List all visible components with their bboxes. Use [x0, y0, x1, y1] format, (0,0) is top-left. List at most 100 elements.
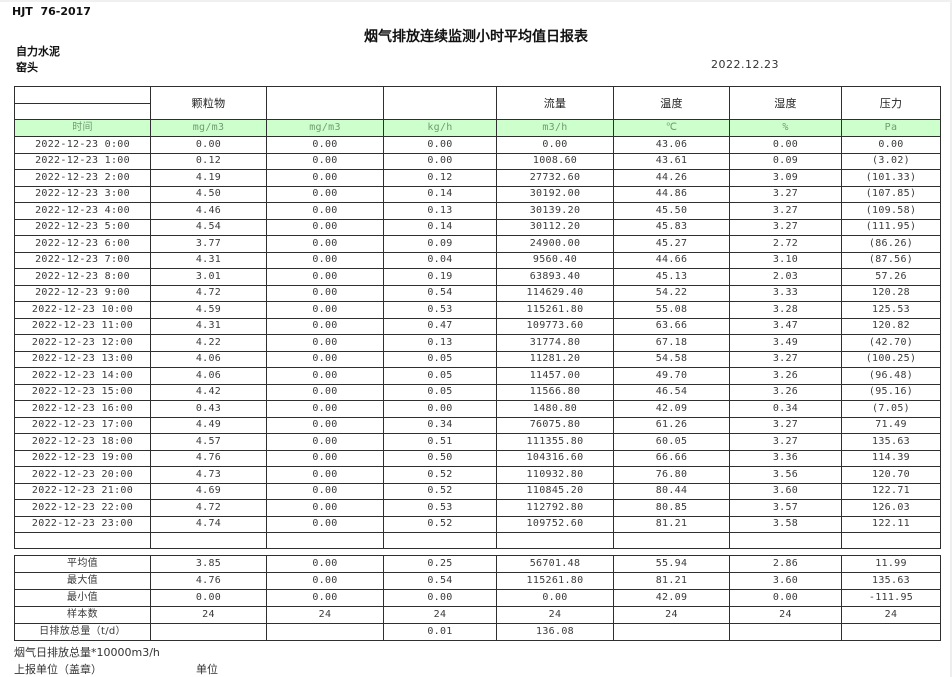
- time-cell: 2022-12-23 11:00: [14, 317, 151, 335]
- value-cell: 0.05: [383, 350, 497, 368]
- time-cell: 2022-12-23 3:00: [14, 185, 151, 203]
- value-cell: (107.85): [841, 185, 941, 203]
- time-cell: 2022-12-23 22:00: [14, 499, 151, 517]
- blank-cell: [266, 532, 384, 549]
- summary-label-cell: 最小值: [14, 589, 151, 607]
- value-cell: 9560.40: [496, 251, 614, 269]
- value-cell: 0.13: [383, 334, 497, 352]
- summary-label-cell: 最大值: [14, 572, 151, 590]
- value-cell: 3.49: [729, 334, 842, 352]
- unit-header-cell: m3/h: [496, 119, 614, 137]
- value-cell: 0.54: [383, 284, 497, 302]
- value-cell: 3.57: [729, 499, 842, 517]
- summary-value-cell: 3.60: [729, 572, 842, 590]
- time-cell: 2022-12-23 1:00: [14, 152, 151, 170]
- time-cell: 2022-12-23 7:00: [14, 251, 151, 269]
- blank-cell: [613, 532, 730, 549]
- value-cell: (101.33): [841, 169, 941, 187]
- value-cell: 4.54: [150, 218, 267, 236]
- value-cell: 120.28: [841, 284, 941, 302]
- units-header-row: 时间 mg/m3 mg/m3 kg/h m3/h ℃% Pa: [14, 119, 941, 137]
- summary-value-cell: [841, 623, 941, 641]
- time-cell: 2022-12-23 6:00: [14, 235, 151, 253]
- value-cell: (95.16): [841, 383, 941, 401]
- value-cell: 0.00: [266, 185, 384, 203]
- time-cell: 2022-12-23 15:00: [14, 383, 151, 401]
- table-row: 2022-12-23 4:00 4.46 0.00 0.13 30139.20 45.50…: [14, 202, 941, 220]
- value-cell: 112792.80: [496, 499, 614, 517]
- value-cell: 0.09: [729, 152, 842, 170]
- value-cell: (96.48): [841, 367, 941, 385]
- value-cell: 54.58: [613, 350, 730, 368]
- table-row: 2022-12-23 22:00 4.72 0.00 0.53 112792.80 80.…: [14, 499, 941, 517]
- column-group-header: 温度: [613, 86, 730, 120]
- value-cell: 2.72: [729, 235, 842, 253]
- time-cell: 2022-12-23 13:00: [14, 350, 151, 368]
- value-cell: 4.19: [150, 169, 267, 187]
- value-cell: 63.66: [613, 317, 730, 335]
- table-row: 2022-12-23 5:00 4.54 0.00 0.14 30112.20 45.83…: [14, 218, 941, 236]
- table-row: 2022-12-23 14:00 4.06 0.00 0.05 11457.00 49.7…: [14, 367, 941, 385]
- value-cell: (86.26): [841, 235, 941, 253]
- time-cell: 2022-12-23 5:00: [14, 218, 151, 236]
- time-header-blank-bottom: [14, 103, 151, 120]
- value-cell: 120.70: [841, 466, 941, 484]
- column-group-header: [383, 86, 497, 120]
- value-cell: 0.00: [266, 416, 384, 434]
- summary-value-cell: 24: [383, 606, 497, 624]
- value-cell: 115261.80: [496, 301, 614, 319]
- value-cell: 3.27: [729, 202, 842, 220]
- table-row: 2022-12-23 17:00 4.49 0.00 0.34 76075.80 61.2…: [14, 416, 941, 434]
- table-row: 2022-12-23 6:00 3.77 0.00 0.09 24900.00 45.27…: [14, 235, 941, 253]
- value-cell: 76.80: [613, 466, 730, 484]
- monitor-point-name: 窑头: [16, 61, 38, 74]
- summary-label-cell: 样本数: [14, 606, 151, 624]
- value-cell: 0.00: [383, 152, 497, 170]
- value-cell: 0.52: [383, 466, 497, 484]
- value-cell: 4.06: [150, 367, 267, 385]
- value-cell: 0.00: [266, 350, 384, 368]
- value-cell: 43.61: [613, 152, 730, 170]
- time-cell: 2022-12-23 20:00: [14, 466, 151, 484]
- value-cell: 80.85: [613, 499, 730, 517]
- value-cell: 30192.00: [496, 185, 614, 203]
- value-cell: 45.13: [613, 268, 730, 286]
- value-cell: 67.18: [613, 334, 730, 352]
- value-cell: 0.00: [729, 136, 842, 154]
- value-cell: 0.00: [383, 400, 497, 418]
- summary-value-cell: 0.00: [729, 589, 842, 607]
- time-cell: 2022-12-23 21:00: [14, 482, 151, 500]
- value-cell: 110845.20: [496, 482, 614, 500]
- value-cell: 0.47: [383, 317, 497, 335]
- value-cell: 55.08: [613, 301, 730, 319]
- value-cell: (109.58): [841, 202, 941, 220]
- value-cell: 4.74: [150, 515, 267, 533]
- table-row: 2022-12-23 20:00 4.73 0.00 0.52 110932.80 76.…: [14, 466, 941, 484]
- summary-label-cell: 日排放总量（t/d）: [14, 623, 151, 641]
- time-cell: 2022-12-23 0:00: [14, 136, 151, 154]
- summary-row: 最大值 4.76 0.00 0.54 115261.80 81.21 3.60 135.63: [14, 572, 941, 590]
- value-cell: 0.50: [383, 449, 497, 467]
- value-cell: 4.49: [150, 416, 267, 434]
- summary-value-cell: 2.86: [729, 555, 842, 573]
- value-cell: 111355.80: [496, 433, 614, 451]
- value-cell: 0.00: [383, 136, 497, 154]
- group-header-row: 颗粒物 流量 温度 湿度 压力: [14, 86, 941, 120]
- time-cell: 2022-12-23 10:00: [14, 301, 151, 319]
- value-cell: 122.71: [841, 482, 941, 500]
- value-cell: 3.60: [729, 482, 842, 500]
- unit-header-cell: kg/h: [383, 119, 497, 137]
- value-cell: 3.27: [729, 433, 842, 451]
- table-row: 2022-12-23 19:00 4.76 0.00 0.50 104316.60 66.…: [14, 449, 941, 467]
- value-cell: 3.33: [729, 284, 842, 302]
- value-cell: 4.59: [150, 301, 267, 319]
- value-cell: (87.56): [841, 251, 941, 269]
- value-cell: 0.04: [383, 251, 497, 269]
- report-date: 2022.12.23: [711, 58, 779, 71]
- value-cell: 0.00: [266, 268, 384, 286]
- value-cell: 0.00: [266, 482, 384, 500]
- value-cell: 3.26: [729, 367, 842, 385]
- value-cell: 24900.00: [496, 235, 614, 253]
- time-cell: 2022-12-23 19:00: [14, 449, 151, 467]
- summary-value-cell: 11.99: [841, 555, 941, 573]
